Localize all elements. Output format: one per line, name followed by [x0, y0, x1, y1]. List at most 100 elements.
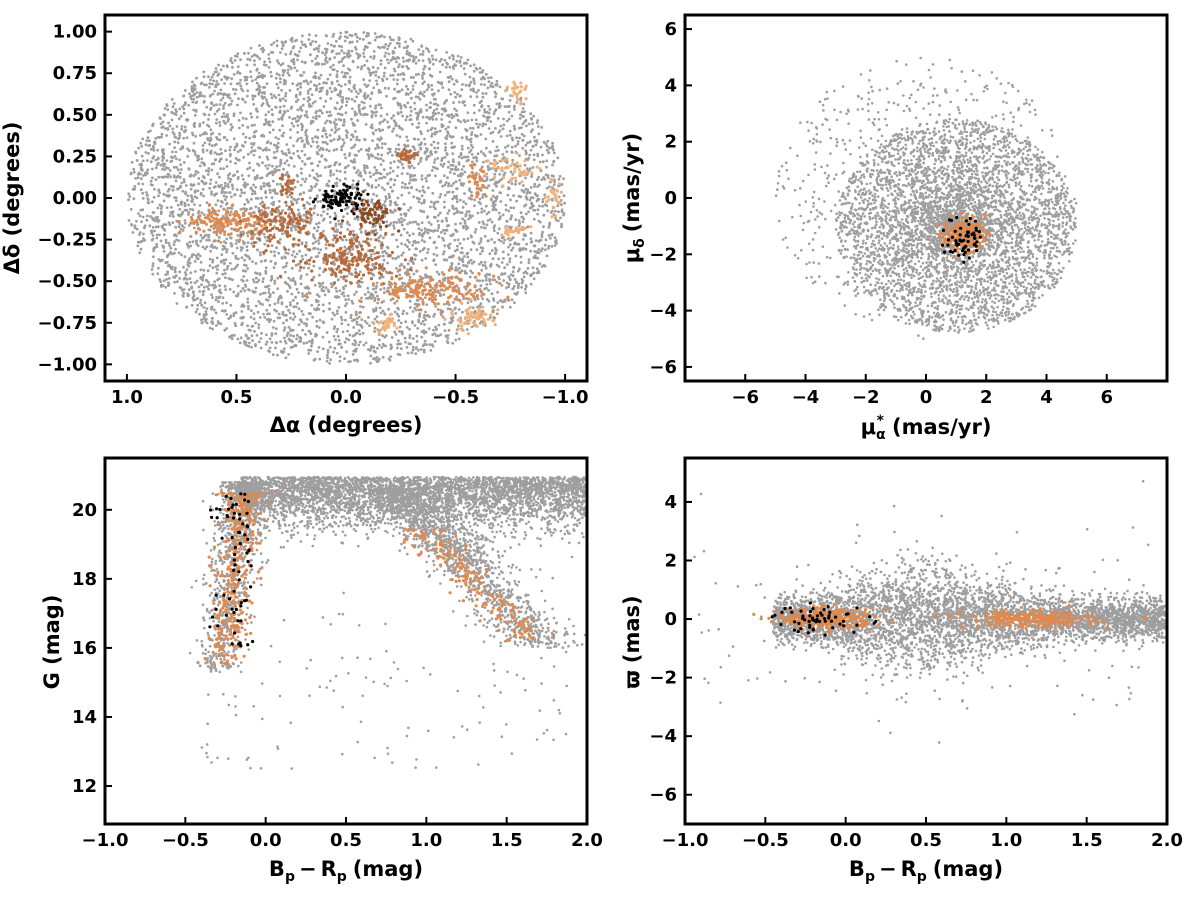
sky-field-point: [436, 308, 440, 311]
sky-field-point: [464, 202, 468, 206]
sky-field-point: [376, 137, 380, 141]
sky-field-point: [426, 248, 430, 251]
sky-field-point: [486, 117, 490, 120]
sky-field-point: [484, 274, 487, 277]
sky-field-point: [409, 37, 413, 41]
sky-field-point: [310, 59, 314, 63]
sky-field-point: [285, 305, 288, 309]
sky-field-point: [287, 148, 290, 152]
sky-field-point: [338, 289, 342, 293]
sky-field-point: [183, 125, 187, 129]
sky-field-point: [389, 38, 393, 42]
sky-field-point: [171, 212, 174, 216]
sky-field-point: [350, 117, 353, 121]
sky-field-point: [521, 238, 525, 241]
sky-field-point: [493, 182, 497, 185]
sky-field-point: [252, 312, 256, 315]
sky-field-point: [383, 188, 386, 192]
sky-field-point: [314, 84, 318, 88]
sky-field-point: [284, 341, 288, 345]
sky-field-point: [329, 282, 333, 286]
sky-field-point: [394, 257, 397, 260]
sky-field-point: [200, 94, 204, 98]
sky-field-point: [371, 293, 375, 297]
sky-field-point: [496, 290, 499, 294]
sky-field-point: [355, 154, 358, 157]
sky-field-point: [419, 157, 423, 161]
sky-field-point: [511, 138, 515, 142]
sky-field-point: [228, 288, 232, 291]
sky-field-point: [306, 89, 310, 93]
sky-field-point: [430, 169, 434, 172]
sky-field-point: [331, 63, 335, 67]
sky-field-point: [147, 130, 150, 134]
sky-field-point: [437, 223, 441, 227]
sky-field-point: [533, 254, 537, 258]
sky-field-point: [266, 103, 270, 106]
sky-field-point: [236, 170, 239, 174]
sky-field-point: [451, 190, 455, 194]
sky-field-point: [318, 90, 322, 93]
sky-field-point: [377, 88, 381, 92]
sky-field-point: [145, 170, 149, 174]
sky-field-point: [411, 60, 415, 63]
sky-field-point: [483, 234, 487, 238]
sky-field-point: [510, 114, 514, 118]
sky-field-point: [419, 160, 422, 163]
sky-field-point: [170, 118, 174, 122]
sky-field-point: [139, 141, 143, 145]
sky-field-point: [379, 46, 382, 50]
sky-field-point: [250, 115, 254, 119]
sky-field-point: [276, 59, 279, 63]
sky-field-point: [195, 279, 199, 283]
sky-field-point: [329, 65, 333, 69]
sky-field-point: [437, 323, 441, 327]
sky-field-point: [170, 98, 174, 101]
sky-field-point: [171, 156, 175, 160]
sky-field-point: [383, 54, 387, 58]
sky-field-point: [530, 240, 534, 244]
sky-field-point: [463, 255, 466, 258]
sky-field-point: [324, 59, 328, 62]
sky-field-point: [247, 341, 251, 345]
sky-field-point: [381, 128, 385, 132]
sky-field-point: [257, 84, 261, 88]
sky-field-point: [360, 65, 364, 68]
sky-field-point: [443, 302, 446, 306]
sky-field-point: [223, 284, 227, 288]
sky-field-point: [481, 297, 484, 300]
sky-field-point: [412, 76, 415, 79]
sky-field-point: [356, 65, 360, 69]
sky-field-point: [409, 221, 412, 225]
sky-field-point: [290, 122, 294, 125]
sky-field-point: [243, 289, 247, 293]
sky-field-point: [267, 181, 271, 185]
sky-field-point: [471, 240, 475, 244]
sky-field-point: [498, 85, 502, 89]
sky-field-point: [319, 248, 323, 252]
sky-field-point: [420, 335, 424, 339]
sky-field-point: [151, 183, 154, 187]
sky-field-point: [222, 167, 226, 171]
sky-field-point: [207, 113, 211, 117]
sky-field-point: [290, 292, 294, 296]
sky-field-point: [404, 182, 407, 186]
sky-field-point: [218, 284, 222, 287]
sky-field-point: [173, 140, 177, 144]
sky-field-point: [430, 54, 434, 58]
sky-field-point: [358, 172, 362, 176]
sky-field-point: [471, 271, 474, 275]
sky-field-point: [246, 89, 250, 92]
sky-field-point: [245, 78, 249, 82]
sky-field-point: [218, 288, 222, 292]
sky-field-point: [344, 304, 347, 308]
sky-field-point: [462, 237, 466, 241]
sky-field-point: [408, 51, 411, 55]
sky-field-point: [326, 42, 330, 45]
sky-field-point: [345, 52, 349, 56]
sky-field-point: [379, 103, 382, 107]
sky-field-point: [311, 242, 315, 245]
sky-field-point: [437, 226, 440, 230]
sky-field-point: [512, 105, 516, 109]
sky-field-point: [276, 276, 280, 280]
